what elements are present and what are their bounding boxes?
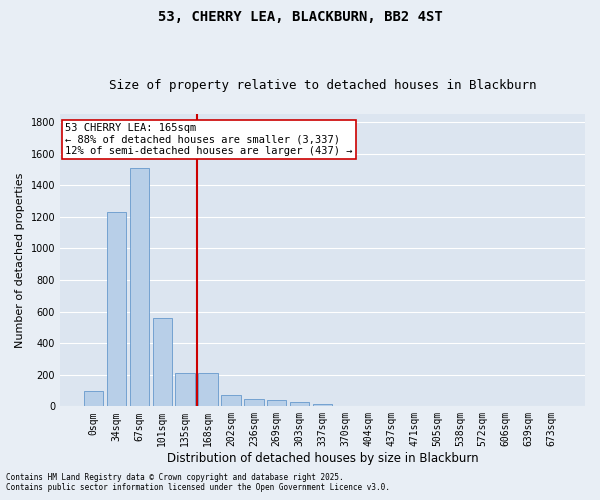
Y-axis label: Number of detached properties: Number of detached properties [15, 172, 25, 348]
Bar [199, 373, 218, 406]
Bar [221, 396, 241, 406]
Bar [84, 392, 103, 406]
Bar [290, 402, 310, 406]
Bar [107, 212, 126, 406]
Bar [244, 399, 263, 406]
Bar [267, 400, 286, 406]
Bar [313, 404, 332, 406]
Bar [130, 168, 149, 406]
Bar [175, 373, 195, 406]
Text: 53, CHERRY LEA, BLACKBURN, BB2 4ST: 53, CHERRY LEA, BLACKBURN, BB2 4ST [158, 10, 442, 24]
Bar [152, 318, 172, 406]
Text: Contains HM Land Registry data © Crown copyright and database right 2025.
Contai: Contains HM Land Registry data © Crown c… [6, 473, 390, 492]
Text: 53 CHERRY LEA: 165sqm
← 88% of detached houses are smaller (3,337)
12% of semi-d: 53 CHERRY LEA: 165sqm ← 88% of detached … [65, 123, 353, 156]
Title: Size of property relative to detached houses in Blackburn: Size of property relative to detached ho… [109, 79, 536, 92]
X-axis label: Distribution of detached houses by size in Blackburn: Distribution of detached houses by size … [167, 452, 478, 465]
